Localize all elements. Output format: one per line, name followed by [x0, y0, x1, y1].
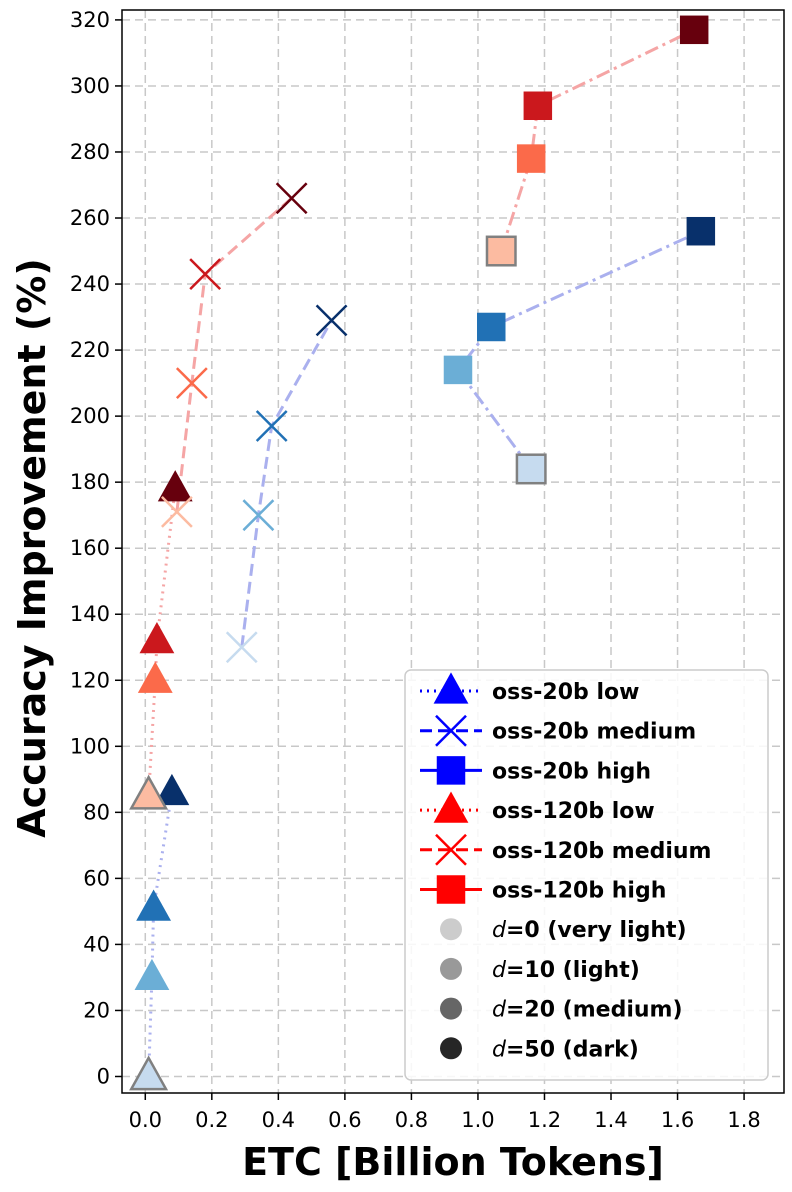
y-tick-label: 320	[70, 8, 110, 32]
data-point	[515, 453, 547, 485]
data-point	[523, 91, 553, 121]
legend-marker	[435, 833, 467, 866]
y-tick-label: 280	[70, 140, 110, 164]
legend-marker	[433, 672, 469, 704]
series-line-oss-120b-high	[499, 28, 695, 252]
x-tick-label: 0.4	[262, 1108, 295, 1132]
legend-dot	[440, 918, 462, 941]
x-tick-label: 0.2	[195, 1108, 228, 1132]
series-lines	[147, 28, 702, 1077]
plot-frame	[121, 9, 785, 1094]
y-tick-label: 0	[97, 1064, 110, 1088]
data-point	[154, 773, 190, 806]
x-tick-label: 1.0	[461, 1108, 494, 1132]
data-point	[189, 258, 222, 291]
x-axis-title: ETC [Billion Tokens]	[242, 1140, 664, 1184]
legend-depth-text: =10 (light)	[506, 958, 640, 983]
data-point	[129, 774, 169, 810]
data-point	[275, 182, 308, 215]
legend-depth-symbol: d	[492, 958, 507, 983]
legend-label: d=20 (medium)	[492, 998, 683, 1023]
data-point	[686, 216, 716, 246]
legend-marker	[436, 875, 466, 904]
legend-dot	[440, 997, 462, 1020]
legend-depth-symbol: d	[492, 918, 507, 943]
legend-marker	[436, 756, 466, 785]
data-point	[242, 499, 275, 532]
y-tick-label: 260	[70, 206, 110, 230]
legend-dot	[440, 1037, 462, 1060]
y-tick-label: 80	[83, 800, 110, 824]
data-point	[157, 470, 193, 502]
data-point	[315, 304, 348, 337]
data-point	[129, 1055, 169, 1091]
series-line-oss-120b-low	[147, 488, 177, 796]
data-point	[516, 144, 546, 173]
data-point	[255, 410, 288, 442]
legend-label: oss-120b high	[492, 879, 666, 904]
legend-label: oss-120b medium	[492, 839, 711, 864]
legend-box	[404, 669, 769, 1081]
data-point	[161, 495, 193, 528]
y-tick-label: 140	[70, 602, 110, 626]
y-tick-label: 180	[70, 470, 110, 494]
x-tick-label: 1.4	[594, 1108, 627, 1132]
x-tick-label: 0.8	[395, 1108, 428, 1132]
legend: oss-20b low oss-20b medium oss-20b high oss…	[404, 669, 769, 1081]
x-tick-label: 1.2	[528, 1108, 561, 1132]
data-point	[443, 355, 473, 385]
series-line-oss-20b-low	[147, 792, 174, 1077]
legend-label: oss-20b low	[492, 680, 639, 705]
data-point	[225, 631, 258, 664]
y-tick-label: 300	[70, 74, 110, 98]
series-markers	[129, 15, 716, 1091]
data-point	[175, 367, 208, 399]
y-tick-label: 40	[83, 932, 110, 956]
data-point	[134, 958, 170, 991]
data-point	[679, 15, 709, 45]
legend-depth-symbol: d	[492, 998, 507, 1023]
legend-depth-text: =0 (very light)	[506, 918, 687, 943]
legend-depth-text: =50 (dark)	[506, 1037, 639, 1062]
legend-label: oss-20b high	[492, 759, 651, 784]
legend-items: oss-20b low oss-20b medium oss-20b high oss…	[420, 672, 711, 1062]
data-point	[137, 661, 173, 693]
y-axis-title: Accuracy Improvement (%)	[10, 258, 54, 837]
x-tick-label: 1.8	[727, 1108, 760, 1132]
y-tick-label: 100	[70, 734, 110, 758]
legend-label: d=10 (light)	[492, 958, 640, 983]
y-tick-label: 60	[83, 866, 110, 890]
y-tick-label: 120	[70, 668, 110, 692]
x-tick-label: 0.0	[129, 1108, 162, 1132]
y-tick-label: 20	[83, 998, 110, 1022]
legend-marker	[435, 714, 467, 747]
y-tick-label: 220	[70, 338, 110, 362]
series-line-oss-120b-medium	[175, 197, 293, 513]
data-point	[136, 889, 172, 921]
legend-depth-symbol: d	[492, 1037, 507, 1062]
legend-depth-text: =20 (medium)	[506, 998, 683, 1023]
legend-dot	[440, 957, 462, 980]
legend-marker	[433, 791, 469, 823]
data-point	[485, 235, 517, 267]
legend-label: oss-20b medium	[492, 720, 696, 745]
x-tick-label: 0.6	[328, 1108, 361, 1132]
data-point	[477, 312, 506, 342]
y-tick-label: 200	[70, 404, 110, 428]
y-tick-label: 240	[70, 272, 110, 296]
series-line-oss-20b-medium	[240, 319, 333, 648]
y-tick-label: 160	[70, 536, 110, 560]
series-line-oss-20b-high	[456, 229, 702, 470]
legend-label: d=50 (dark)	[492, 1037, 639, 1062]
axis-ticks: 0.0 0.2 0.4 0.6 0.8 1.0 1.2 1.4 1.6 1.8 0 20 40 60 80 1…	[70, 8, 761, 1132]
x-tick-label: 1.6	[661, 1108, 694, 1132]
data-point	[139, 622, 175, 654]
legend-label: d=0 (very light)	[492, 918, 687, 943]
legend-label: oss-120b low	[492, 799, 655, 824]
